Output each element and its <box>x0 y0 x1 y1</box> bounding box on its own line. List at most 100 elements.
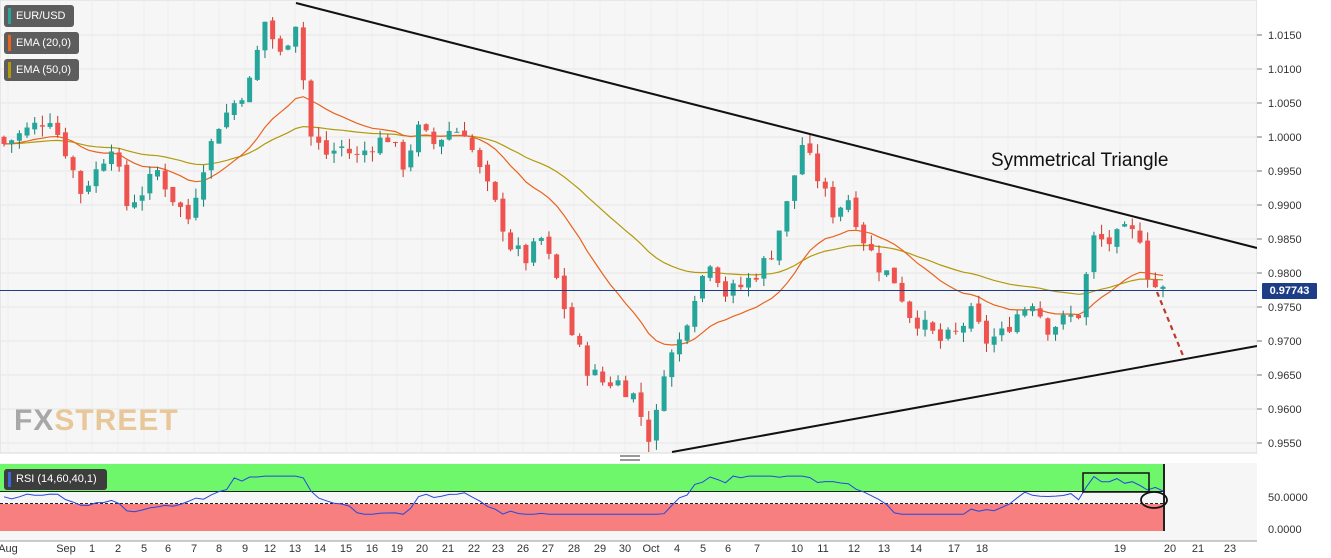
candle-body <box>508 232 514 250</box>
rsi-label[interactable]: RSI (14,60,40,1) <box>4 469 107 490</box>
x-tick-label: 1 <box>89 543 95 555</box>
candle-body <box>408 150 414 168</box>
candle-body <box>254 49 260 80</box>
x-tick-label: 4 <box>674 543 680 555</box>
y-tick-label: 1.0000 <box>1268 132 1302 144</box>
ema-50-line <box>3 125 1164 295</box>
candle-body <box>277 38 283 52</box>
x-tick-label: 23 <box>492 543 504 555</box>
candle-body <box>669 352 675 378</box>
pane-resize-handle[interactable] <box>620 455 640 461</box>
candle-body <box>485 164 491 182</box>
candle-body <box>953 330 959 332</box>
candle-body <box>531 241 537 263</box>
ema20-text: EMA (20,0) <box>16 37 72 49</box>
x-tick-label: 27 <box>542 543 554 555</box>
y-tick-label: 0.9650 <box>1268 370 1302 382</box>
candle-body <box>968 306 974 329</box>
x-tick-label: 20 <box>416 543 428 555</box>
candle-body <box>216 129 222 144</box>
candle-body <box>1060 314 1066 325</box>
ema20-label[interactable]: EMA (20,0) <box>4 32 80 54</box>
candle-body <box>1114 229 1120 247</box>
rsi-highlight-circle <box>1140 491 1168 509</box>
candle-body <box>193 197 199 218</box>
candle-body <box>1145 240 1151 280</box>
candle-body <box>638 392 644 417</box>
candle-body <box>446 130 452 140</box>
x-tick-label: Sep <box>56 543 76 555</box>
rsi-oversold-zone <box>0 504 1165 531</box>
candle-body <box>1137 230 1143 243</box>
candle-body <box>861 224 867 244</box>
candle-body <box>561 275 567 310</box>
candle-body <box>853 197 859 228</box>
candle-body <box>753 277 759 280</box>
candle-body <box>262 21 268 51</box>
ema50-label[interactable]: EMA (50,0) <box>4 59 80 81</box>
y-tick-label: 1.0150 <box>1268 30 1302 42</box>
rsi-tick-label: 50.0000 <box>1268 492 1308 504</box>
y-tick-label: 0.9900 <box>1268 200 1302 212</box>
x-tick-label: 14 <box>910 543 922 555</box>
candle-body <box>592 369 598 376</box>
x-tick-label: Oct <box>642 543 659 555</box>
ema-50-path <box>3 125 1164 295</box>
candle-body <box>937 329 943 341</box>
candle-body <box>1129 225 1135 230</box>
y-tick-label: 0.9950 <box>1268 166 1302 178</box>
candle-body <box>492 181 498 200</box>
candle-body <box>722 281 728 297</box>
candle-body <box>676 339 682 355</box>
rsi-highlight-box <box>1082 472 1150 493</box>
symbol-text: EUR/USD <box>16 10 66 22</box>
candle-body <box>983 320 989 344</box>
candle-body <box>1006 326 1012 332</box>
candle-body <box>1022 309 1028 316</box>
candle-body <box>884 270 890 276</box>
x-tick-label: 29 <box>594 543 606 555</box>
candle-body <box>101 163 107 171</box>
candle-body <box>960 325 966 333</box>
triangle-upper-trendline <box>295 2 1258 249</box>
triangle-lower-trendline <box>671 345 1258 453</box>
x-tick-label: 12 <box>848 543 860 555</box>
candle-body <box>600 371 606 383</box>
y-tick-label: 0.9850 <box>1268 234 1302 246</box>
candle-body <box>39 125 45 127</box>
x-tick-label: 20 <box>1164 543 1176 555</box>
candle-body <box>369 151 375 153</box>
candle-body <box>155 170 161 177</box>
candle-body <box>500 198 506 232</box>
candle-body <box>93 169 99 187</box>
ema50-swatch <box>8 62 11 78</box>
rsi-path <box>3 475 1164 515</box>
y-tick-label: 1.0100 <box>1268 64 1302 76</box>
candle-body <box>1099 234 1105 240</box>
symbol-label[interactable]: EUR/USD <box>4 5 74 27</box>
candle-body <box>815 153 821 182</box>
candle-body <box>577 335 583 345</box>
x-tick-label: 6 <box>725 543 731 555</box>
candle-body <box>715 267 721 283</box>
main-plot-background <box>0 0 1257 453</box>
candle-body <box>1053 326 1059 335</box>
candle-body <box>24 127 30 136</box>
candle-body <box>300 27 306 81</box>
rsi-text: RSI (14,60,40,1) <box>16 473 97 485</box>
x-tick-label: 21 <box>1192 543 1204 555</box>
candle-body <box>354 153 360 155</box>
candle-body <box>270 20 276 40</box>
candle-body <box>170 186 176 203</box>
candle-body <box>891 267 897 284</box>
candle-body <box>707 266 713 278</box>
candle-body <box>569 307 575 336</box>
x-tick-label: Aug <box>0 543 18 555</box>
candle-body <box>1160 286 1166 289</box>
candle-body <box>85 185 91 192</box>
candle-body <box>9 140 15 144</box>
candle-body <box>807 143 813 153</box>
candle-body <box>1091 235 1097 273</box>
candle-body <box>1068 314 1074 317</box>
candle-body <box>776 230 782 261</box>
